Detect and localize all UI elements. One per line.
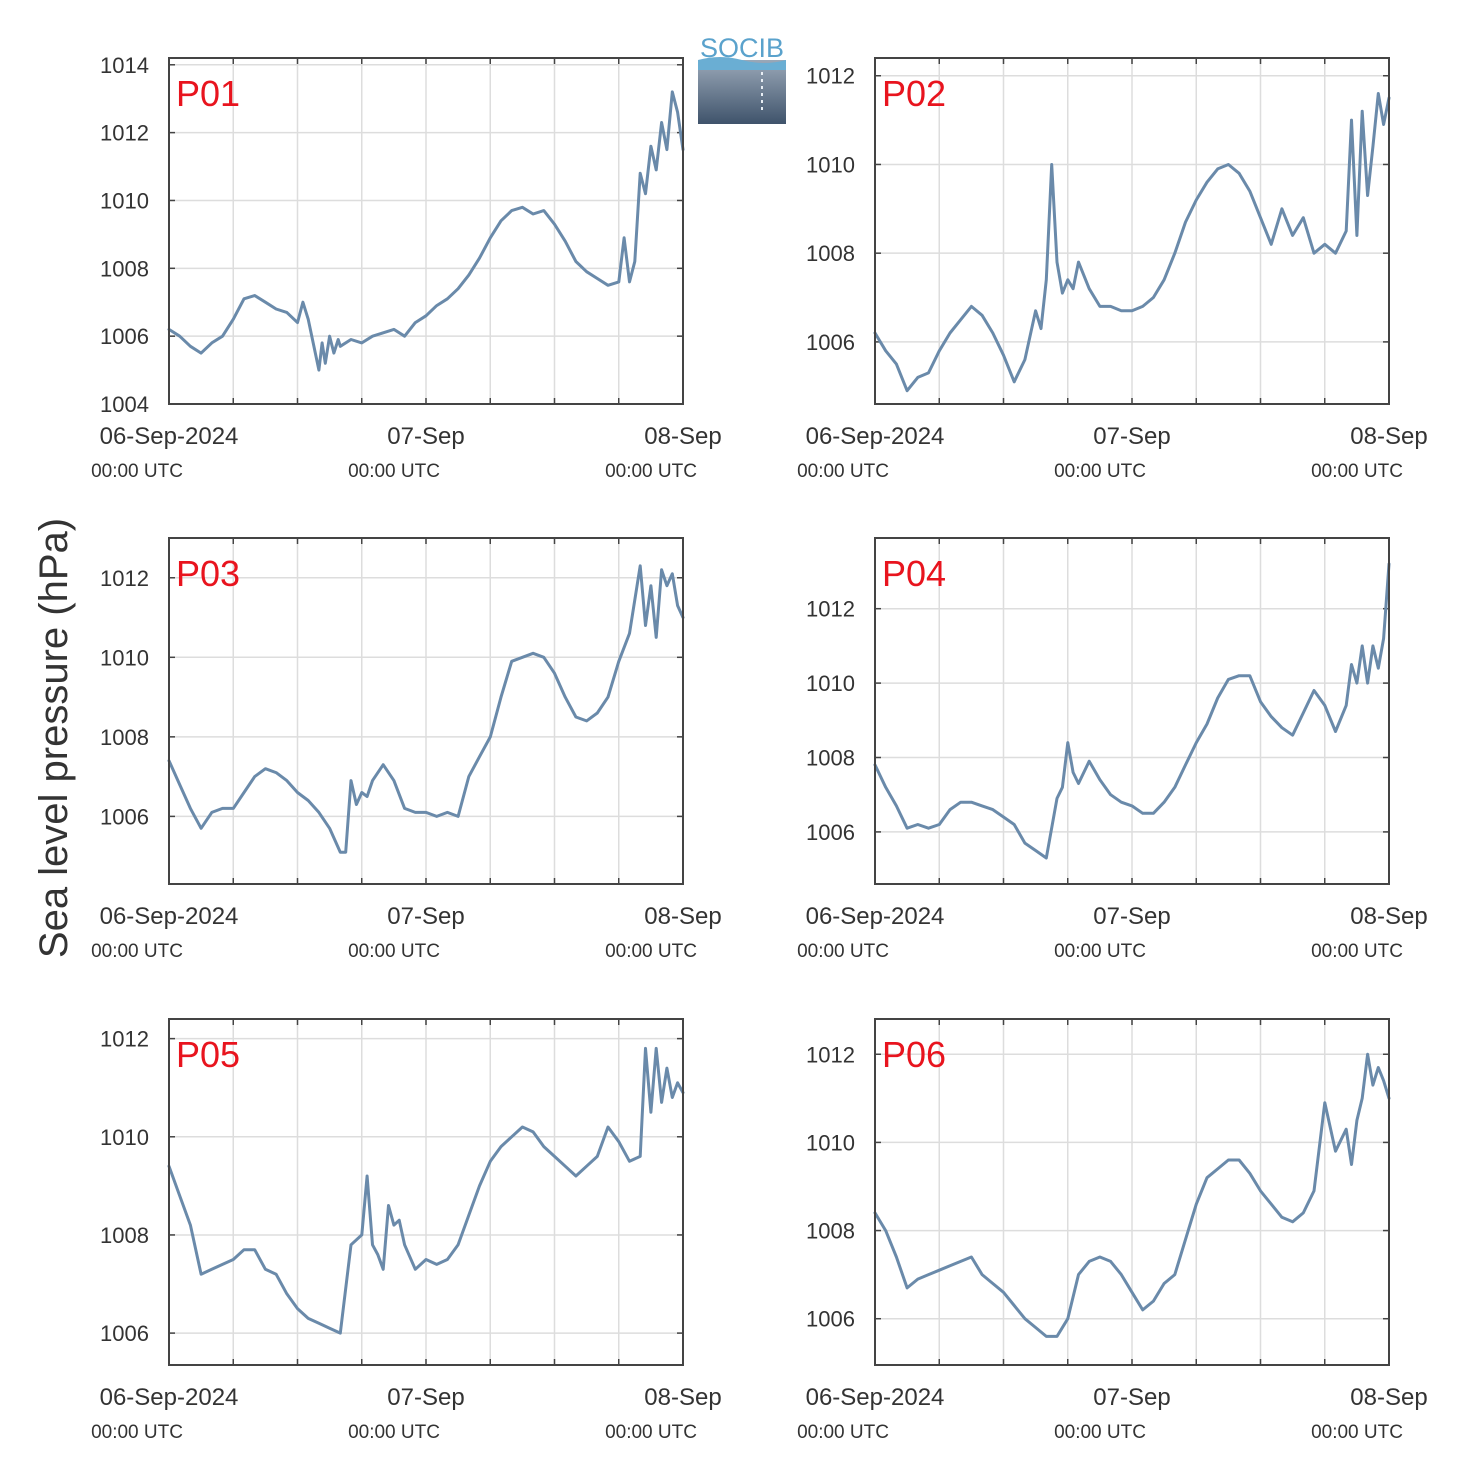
- plot-frame: [168, 1018, 684, 1366]
- plot-frame: [874, 537, 1390, 885]
- y-tick-label: 1010: [100, 188, 149, 213]
- x-tick-sublabel: 00:00 UTC: [1054, 941, 1146, 962]
- y-tick-label: 1008: [100, 1223, 149, 1248]
- y-tick-label: 1004: [100, 392, 149, 417]
- x-tick-sublabel: 00:00 UTC: [797, 1422, 889, 1443]
- y-tick-label: 1012: [100, 566, 149, 591]
- x-tick-label: 08-Sep: [1350, 1384, 1427, 1411]
- x-tick-label: 07-Sep: [387, 423, 464, 450]
- chart-panel-2: 1006 1008 1010 1012 06-Sep-2024 00:00 UTC 07-S…: [797, 57, 1428, 482]
- x-tick-label: 07-Sep: [387, 903, 464, 930]
- panel-label: P03: [176, 553, 240, 594]
- x-tick-sublabel: 00:00 UTC: [348, 461, 440, 482]
- x-tick-sublabel: 00:00 UTC: [605, 461, 697, 482]
- y-tick-label: 1006: [100, 804, 149, 829]
- chart-panel-6: 1006 1008 1010 1012 06-Sep-2024 00:00 UTC 07-S…: [797, 1018, 1428, 1443]
- x-tick-label: 08-Sep: [1350, 423, 1427, 450]
- x-tick-sublabel: 00:00 UTC: [348, 941, 440, 962]
- x-tick-sublabel: 00:00 UTC: [797, 941, 889, 962]
- x-tick-sublabel: 00:00 UTC: [1311, 1422, 1403, 1443]
- logo-text: SOCIB: [700, 33, 784, 63]
- series-line-P02: [873, 92, 1391, 393]
- y-tick-label: 1012: [100, 121, 149, 146]
- y-tick-label: 1008: [100, 256, 149, 281]
- x-tick-sublabel: 00:00 UTC: [1054, 1422, 1146, 1443]
- y-tick-label: 1012: [806, 597, 855, 622]
- y-tick-label: 1006: [100, 324, 149, 349]
- x-tick-label: 06-Sep-2024: [100, 903, 239, 930]
- y-tick-label: 1008: [806, 241, 855, 266]
- x-tick-label: 08-Sep: [644, 903, 721, 930]
- chart-panel-3: 1006 1008 1010 1012 06-Sep-2024 00:00 UTC 07-S…: [91, 537, 722, 962]
- y-tick-label: 1012: [806, 64, 855, 89]
- y-tick-label: 1014: [100, 53, 149, 78]
- y-tick-label: 1008: [806, 746, 855, 771]
- x-tick-sublabel: 00:00 UTC: [605, 1422, 697, 1443]
- x-tick-sublabel: 00:00 UTC: [348, 1422, 440, 1443]
- x-tick-sublabel: 00:00 UTC: [91, 1422, 183, 1443]
- y-tick-label: 1010: [806, 1130, 855, 1155]
- y-tick-label: 1010: [806, 152, 855, 177]
- x-tick-sublabel: 00:00 UTC: [1054, 461, 1146, 482]
- x-tick-sublabel: 00:00 UTC: [1311, 461, 1403, 482]
- x-tick-label: 08-Sep: [644, 423, 721, 450]
- plot-frame: [168, 57, 684, 405]
- x-tick-sublabel: 00:00 UTC: [797, 461, 889, 482]
- x-tick-label: 07-Sep: [387, 1384, 464, 1411]
- x-tick-sublabel: 00:00 UTC: [91, 941, 183, 962]
- panel-label: P02: [882, 73, 946, 114]
- x-tick-sublabel: 00:00 UTC: [605, 941, 697, 962]
- panel-label: P04: [882, 553, 946, 594]
- y-tick-label: 1010: [100, 645, 149, 670]
- series-line-P05: [167, 1046, 685, 1335]
- logo-wave: [698, 57, 786, 70]
- series-line-P04: [873, 562, 1391, 860]
- panel-label: P05: [176, 1034, 240, 1075]
- series-line-P03: [167, 564, 685, 854]
- plot-frame: [168, 537, 684, 885]
- y-tick-label: 1006: [806, 820, 855, 845]
- panel-label: P01: [176, 73, 240, 114]
- y-tick-label: 1008: [806, 1219, 855, 1244]
- x-tick-label: 07-Sep: [1093, 423, 1170, 450]
- x-tick-label: 08-Sep: [644, 1384, 721, 1411]
- y-tick-label: 1008: [100, 725, 149, 750]
- y-axis-label: Sea level pressure (hPa): [32, 518, 76, 958]
- series-line-P01: [167, 90, 685, 372]
- x-tick-label: 06-Sep-2024: [806, 903, 945, 930]
- x-tick-label: 06-Sep-2024: [100, 423, 239, 450]
- y-tick-label: 1010: [806, 671, 855, 696]
- x-tick-sublabel: 00:00 UTC: [91, 461, 183, 482]
- series-line-P06: [873, 1052, 1391, 1338]
- x-tick-label: 06-Sep-2024: [806, 423, 945, 450]
- y-tick-label: 1006: [100, 1321, 149, 1346]
- x-tick-label: 06-Sep-2024: [100, 1384, 239, 1411]
- y-tick-label: 1006: [806, 330, 855, 355]
- x-tick-label: 08-Sep: [1350, 903, 1427, 930]
- x-tick-label: 07-Sep: [1093, 1384, 1170, 1411]
- x-tick-label: 06-Sep-2024: [806, 1384, 945, 1411]
- y-tick-label: 1010: [100, 1125, 149, 1150]
- y-tick-label: 1012: [100, 1027, 149, 1052]
- panel-label: P06: [882, 1034, 946, 1075]
- x-tick-label: 07-Sep: [1093, 903, 1170, 930]
- y-tick-label: 1006: [806, 1307, 855, 1332]
- socib-logo: SOCIB: [698, 33, 786, 124]
- chart-panel-1: 1004 1006 1008 1010 1012 1014 06-Sep-2024 00:00…: [91, 53, 722, 482]
- chart-panel-5: 1006 1008 1010 1012 06-Sep-2024 00:00 UTC 07-S…: [91, 1018, 722, 1443]
- plot-frame: [874, 57, 1390, 405]
- logo-wave-block: [698, 60, 786, 124]
- x-tick-sublabel: 00:00 UTC: [1311, 941, 1403, 962]
- chart-panel-4: 1006 1008 1010 1012 06-Sep-2024 00:00 UTC 07-S…: [797, 537, 1428, 962]
- y-tick-label: 1012: [806, 1042, 855, 1067]
- plot-frame: [874, 1018, 1390, 1366]
